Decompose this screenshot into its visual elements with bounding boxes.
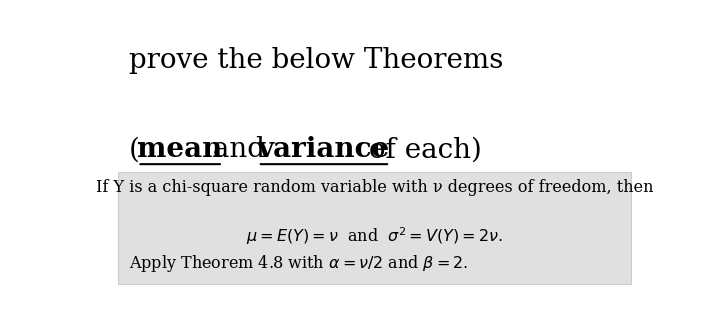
Text: mean: mean: [138, 136, 223, 163]
Text: If Y is a chi-square random variable with ν degrees of freedom, then: If Y is a chi-square random variable wit…: [96, 180, 653, 196]
Text: (: (: [129, 136, 140, 163]
Text: Apply Theorem 4.8 with $\alpha = \nu/2$ and $\beta = 2.$: Apply Theorem 4.8 with $\alpha = \nu/2$ …: [129, 253, 468, 274]
Text: and: and: [204, 136, 274, 163]
Text: variance: variance: [258, 136, 390, 163]
Text: prove the below Theorems: prove the below Theorems: [129, 47, 503, 74]
Text: $\mu = E(Y) = \nu$  and  $\sigma^2 = V(Y) = 2\nu.$: $\mu = E(Y) = \nu$ and $\sigma^2 = V(Y) …: [246, 225, 503, 247]
FancyBboxPatch shape: [118, 172, 631, 283]
Text: of each): of each): [360, 136, 482, 163]
